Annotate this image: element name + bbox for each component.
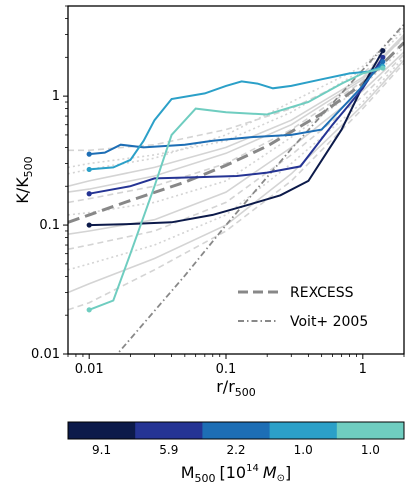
series-line-1 <box>89 56 384 195</box>
plot-frame <box>67 5 405 355</box>
series-line-3 <box>89 65 384 171</box>
voit-line <box>116 23 404 354</box>
background-profile <box>68 35 404 193</box>
series-start-point-1 <box>86 191 92 197</box>
series-end-point-1 <box>380 54 386 60</box>
background-profile <box>68 37 404 152</box>
series-line-2 <box>89 61 384 156</box>
x-tick-label: 0.1 <box>216 362 237 377</box>
reference-lines <box>68 23 404 354</box>
y-tick-label: 0.01 <box>31 347 60 362</box>
legend: REXCESS Voit+ 2005 <box>238 285 368 330</box>
colorbar-label: 1.0 <box>294 443 313 457</box>
series-line-4 <box>88 67 384 311</box>
background-profiles <box>68 27 404 311</box>
colorbar-label: 5.9 <box>159 443 178 457</box>
series-line-0 <box>89 50 384 227</box>
x-tick-label: 0.01 <box>75 362 104 377</box>
colorbar-label: 9.1 <box>92 443 111 457</box>
series-start-point-0 <box>86 222 92 228</box>
series-end-point-0 <box>380 48 386 54</box>
colorbar-title: M500 [1014 M⊙] <box>181 463 292 485</box>
series-start-point-3 <box>86 166 92 173</box>
cluster-profiles <box>86 48 386 313</box>
x-axis-title: r/r500 <box>216 377 256 399</box>
colorbar-label: 2.2 <box>226 443 245 457</box>
x-tick-label: 1 <box>359 362 367 377</box>
colorbar: 9.1 5.9 2.2 1.0 1.0 <box>67 421 405 457</box>
series-end-point-4 <box>380 65 386 71</box>
colorbar-frame <box>67 421 405 440</box>
colorbar-segment <box>68 422 136 439</box>
background-profile <box>68 46 404 216</box>
colorbar-label: 1.0 <box>361 443 380 457</box>
background-profile <box>68 59 404 294</box>
y-tick-label: 0.1 <box>39 218 60 233</box>
background-profile <box>68 30 404 169</box>
series-end-point-2 <box>380 59 386 65</box>
y-axis-title: K/K500 <box>13 156 35 203</box>
background-profile <box>68 42 404 204</box>
rexcess-line <box>68 41 404 224</box>
y-tick-label: 1 <box>52 89 60 104</box>
background-profile <box>68 34 404 187</box>
series-start-point-4 <box>86 307 92 313</box>
series-start-point-2 <box>86 151 92 157</box>
legend-rexcess-label: REXCESS <box>290 285 354 301</box>
background-profile <box>68 62 404 311</box>
colorbar-segment <box>269 422 338 439</box>
background-profile <box>68 51 404 235</box>
colorbar-segment <box>336 422 405 439</box>
axes: 0.01 0.1 1 0.01 0.1 1 <box>31 5 405 377</box>
colorbar-segment <box>202 422 271 439</box>
colorbar-segment <box>135 422 203 439</box>
background-profile <box>68 54 404 250</box>
legend-voit-label: Voit+ 2005 <box>290 314 368 330</box>
